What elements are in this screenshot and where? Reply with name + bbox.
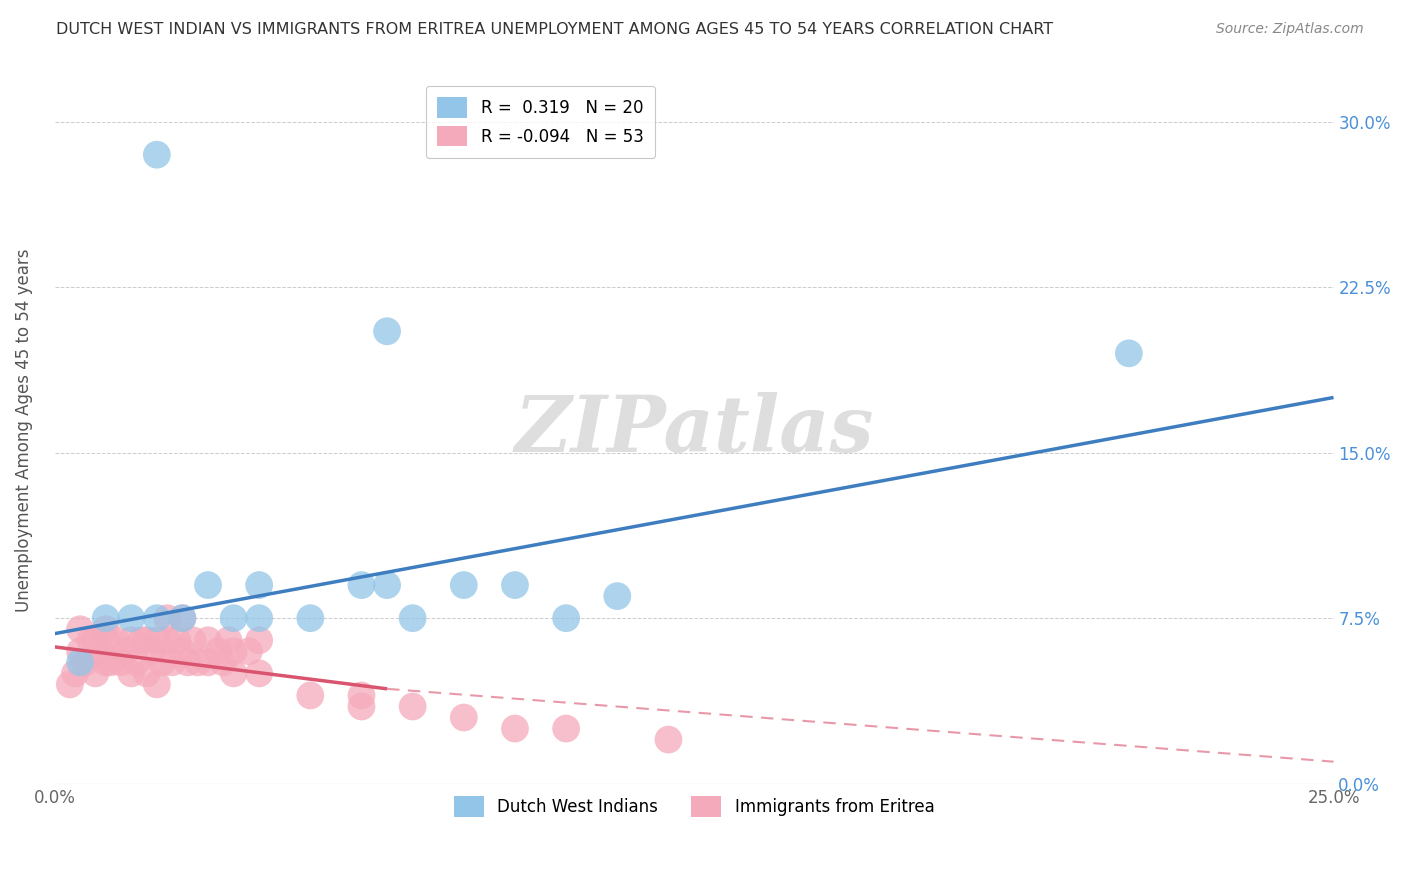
Point: [94, 611, 117, 625]
Point: [453, 710, 475, 724]
Point: [150, 656, 173, 670]
Point: [69, 644, 91, 658]
Point: [120, 611, 142, 625]
Point: [69, 656, 91, 670]
Point: [120, 666, 142, 681]
Point: [125, 656, 148, 670]
Point: [238, 644, 260, 658]
Point: [172, 611, 194, 625]
Point: [90, 644, 112, 658]
Point: [222, 644, 245, 658]
Point: [212, 656, 235, 670]
Point: [110, 656, 132, 670]
Point: [146, 677, 169, 691]
Point: [160, 656, 183, 670]
Point: [350, 578, 373, 592]
Point: [299, 689, 322, 703]
Point: [166, 633, 188, 648]
Point: [657, 732, 679, 747]
Text: Source: ZipAtlas.com: Source: ZipAtlas.com: [1216, 22, 1364, 37]
Point: [375, 578, 398, 592]
Point: [79, 633, 101, 648]
Point: [146, 147, 169, 161]
Point: [172, 611, 194, 625]
Point: [222, 611, 245, 625]
Text: DUTCH WEST INDIAN VS IMMIGRANTS FROM ERITREA UNEMPLOYMENT AMONG AGES 45 TO 54 YE: DUTCH WEST INDIAN VS IMMIGRANTS FROM ERI…: [56, 22, 1053, 37]
Point: [75, 656, 97, 670]
Legend: Dutch West Indians, Immigrants from Eritrea: Dutch West Indians, Immigrants from Erit…: [446, 788, 942, 825]
Point: [1118, 346, 1140, 360]
Point: [401, 699, 423, 714]
Point: [176, 656, 198, 670]
Point: [63, 666, 86, 681]
Point: [84, 666, 107, 681]
Point: [299, 611, 322, 625]
Point: [503, 578, 526, 592]
Point: [135, 633, 157, 648]
Point: [247, 578, 270, 592]
Point: [453, 578, 475, 592]
Point: [187, 656, 209, 670]
Point: [59, 677, 82, 691]
Point: [104, 633, 127, 648]
Point: [555, 611, 578, 625]
Point: [375, 324, 398, 338]
Point: [350, 689, 373, 703]
Point: [146, 611, 169, 625]
Point: [606, 589, 628, 603]
Point: [120, 633, 142, 648]
Point: [156, 633, 179, 648]
Point: [84, 633, 107, 648]
Point: [94, 633, 117, 648]
Y-axis label: Unemployment Among Ages 45 to 54 years: Unemployment Among Ages 45 to 54 years: [15, 249, 32, 612]
Point: [197, 578, 219, 592]
Point: [131, 633, 153, 648]
Point: [247, 666, 270, 681]
Point: [115, 644, 138, 658]
Point: [197, 656, 219, 670]
Point: [94, 656, 117, 670]
Point: [222, 666, 245, 681]
Point: [135, 666, 157, 681]
Point: [100, 656, 122, 670]
Point: [217, 633, 239, 648]
Point: [401, 611, 423, 625]
Point: [94, 622, 117, 636]
Point: [69, 622, 91, 636]
Point: [350, 699, 373, 714]
Point: [172, 644, 194, 658]
Text: ZIPatlas: ZIPatlas: [515, 392, 873, 469]
Point: [503, 722, 526, 736]
Point: [156, 611, 179, 625]
Point: [141, 644, 163, 658]
Point: [146, 633, 169, 648]
Point: [555, 722, 578, 736]
Point: [247, 611, 270, 625]
Point: [207, 644, 229, 658]
Point: [181, 633, 204, 648]
Point: [247, 633, 270, 648]
Point: [197, 633, 219, 648]
